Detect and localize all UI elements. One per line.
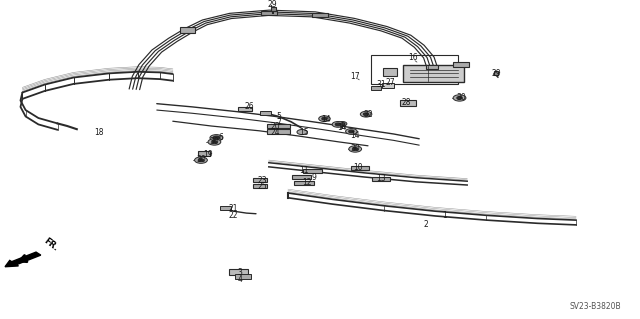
Circle shape <box>338 122 347 126</box>
Circle shape <box>198 159 204 161</box>
Bar <box>494 70 499 75</box>
Text: 14: 14 <box>337 123 348 132</box>
Text: 20: 20 <box>270 122 280 130</box>
Text: FR.: FR. <box>42 236 60 253</box>
Bar <box>268 124 290 128</box>
Text: 7: 7 <box>276 118 281 127</box>
Text: 29: 29 <box>491 69 501 78</box>
Text: 2: 2 <box>423 220 428 229</box>
Text: 30: 30 <box>350 144 360 153</box>
Bar <box>180 27 195 33</box>
Bar <box>229 269 248 275</box>
Text: 3: 3 <box>237 268 243 277</box>
Text: 10: 10 <box>353 163 364 172</box>
Bar <box>371 55 458 84</box>
Circle shape <box>346 129 357 134</box>
Circle shape <box>297 130 307 135</box>
Text: 18: 18 <box>95 128 104 137</box>
Text: 30: 30 <box>196 155 207 164</box>
Bar <box>292 175 311 179</box>
Text: 4: 4 <box>237 275 243 284</box>
Bar <box>312 13 328 17</box>
Text: 14: 14 <box>350 131 360 140</box>
Text: 25: 25 <box>257 182 268 191</box>
Text: 26: 26 <box>244 102 255 111</box>
Circle shape <box>349 130 354 133</box>
Bar <box>253 178 267 182</box>
Text: 14: 14 <box>321 115 332 124</box>
FancyArrow shape <box>5 252 41 267</box>
Bar <box>371 86 381 90</box>
Circle shape <box>353 148 358 150</box>
Circle shape <box>208 139 221 145</box>
Bar <box>303 169 322 174</box>
Bar <box>238 107 252 111</box>
Circle shape <box>360 111 372 117</box>
Circle shape <box>364 113 369 115</box>
Bar <box>268 130 290 133</box>
Text: 27: 27 <box>385 78 396 87</box>
Text: SV23-B3820B: SV23-B3820B <box>569 302 621 311</box>
Circle shape <box>335 123 340 126</box>
Text: 31: 31 <box>376 80 386 89</box>
Text: 28: 28 <box>402 98 411 107</box>
Text: 17: 17 <box>350 72 360 81</box>
Bar <box>453 62 468 67</box>
Circle shape <box>212 141 217 143</box>
Text: 16: 16 <box>408 53 418 62</box>
Circle shape <box>213 136 220 139</box>
Bar <box>198 151 210 156</box>
Bar <box>351 166 369 170</box>
Text: 1: 1 <box>442 211 447 220</box>
Circle shape <box>210 135 223 141</box>
Text: 8: 8 <box>340 122 345 130</box>
Text: 15: 15 <box>299 128 309 137</box>
Bar <box>271 7 275 11</box>
Bar <box>260 111 271 115</box>
Text: 29: 29 <box>267 0 277 9</box>
Text: 30: 30 <box>209 137 220 146</box>
Bar <box>382 83 394 88</box>
Bar <box>294 181 314 185</box>
Bar <box>401 100 417 106</box>
Circle shape <box>319 116 330 122</box>
Text: 5: 5 <box>276 112 281 121</box>
Text: 19: 19 <box>203 150 213 159</box>
Bar <box>383 68 397 76</box>
Circle shape <box>453 95 466 101</box>
Bar <box>236 274 251 279</box>
Bar <box>372 177 390 181</box>
Text: 12: 12 <box>303 178 312 187</box>
Text: 13: 13 <box>376 174 386 183</box>
Text: 30: 30 <box>456 93 466 102</box>
Bar <box>261 11 276 15</box>
Text: 24: 24 <box>270 128 280 137</box>
Circle shape <box>349 146 362 152</box>
Text: 32: 32 <box>363 110 373 119</box>
Text: 9: 9 <box>311 173 316 182</box>
Text: 23: 23 <box>257 176 268 185</box>
Bar <box>403 64 464 82</box>
Bar <box>253 184 267 188</box>
Circle shape <box>195 157 207 163</box>
Text: 21: 21 <box>229 204 238 213</box>
Circle shape <box>322 117 327 120</box>
Circle shape <box>332 122 344 127</box>
Bar <box>426 64 438 69</box>
Bar <box>220 206 231 210</box>
Circle shape <box>457 97 462 99</box>
Text: 11: 11 <box>300 166 308 175</box>
Text: 6: 6 <box>218 133 223 142</box>
Text: 22: 22 <box>229 211 238 220</box>
